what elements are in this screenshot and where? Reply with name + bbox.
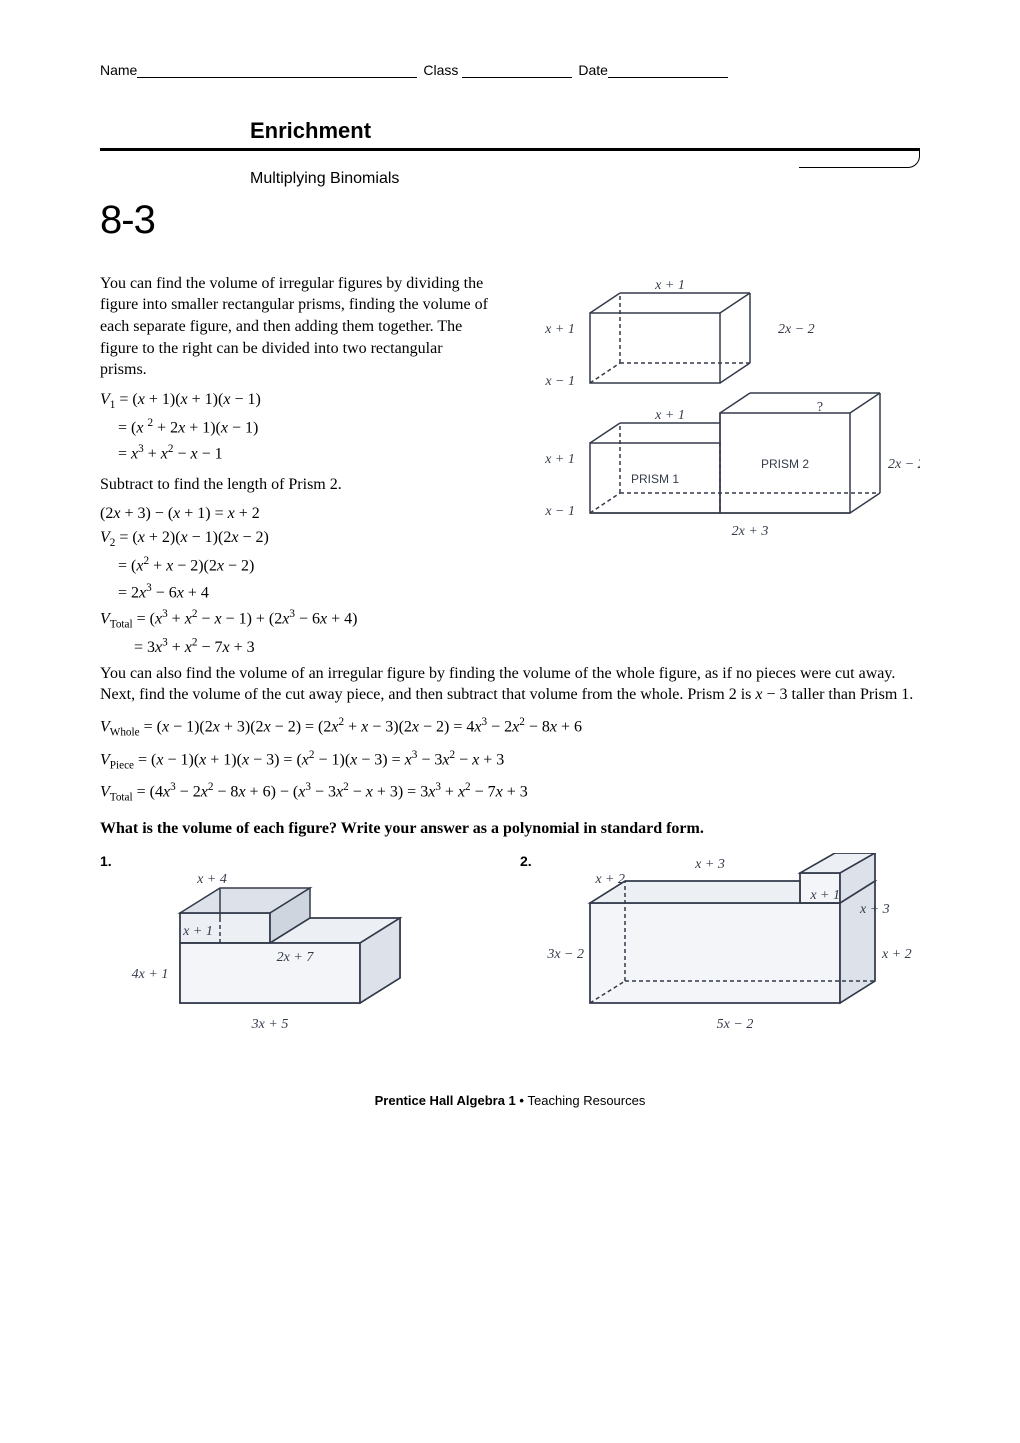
eq-s1: (2x + 3) − (x + 1) = x + 2 [100,505,490,523]
svg-text:PRISM 1: PRISM 1 [631,472,679,486]
title-divider [100,148,920,168]
class-label: Class [423,62,458,78]
svg-text:PRISM 2: PRISM 2 [761,457,809,471]
problem-1-number: 1. [100,853,112,1053]
date-field[interactable]: Date [578,60,728,78]
eq-total: VTotal = (4x3 − 2x2 − 8x + 6) − (x3 − 3x… [100,781,920,804]
svg-text:x − 1: x − 1 [544,504,575,519]
problems-row: 1. [100,853,920,1053]
svg-text:?: ? [817,400,823,415]
eq-v1-b: = (x 2 + 2x + 1)(x − 1) [100,417,490,437]
date-label: Date [578,62,608,78]
footer: Prentice Hall Algebra 1 • Teaching Resou… [100,1093,920,1108]
problem-2-number: 2. [520,853,532,1053]
svg-text:x + 2: x + 2 [594,872,625,887]
eq-v2-c: = 2x3 − 6x + 4 [100,582,490,602]
svg-text:2x + 7: 2x + 7 [276,950,314,965]
svg-text:3x + 5: 3x + 5 [250,1017,288,1032]
svg-text:2x − 2: 2x − 2 [888,457,920,472]
enrichment-title: Enrichment [250,118,920,144]
header-row: Name Class Date [100,60,920,78]
eq-v2-b: = (x2 + x − 2)(2x − 2) [100,555,490,575]
name-field[interactable]: Name [100,60,417,78]
eq-v1-c: = x3 + x2 − x − 1 [100,443,490,463]
svg-text:x + 1: x + 1 [654,408,685,423]
svg-text:3x − 2: 3x − 2 [546,947,584,962]
problem-1: 1. [100,853,500,1053]
svg-text:x − 1: x − 1 [544,374,575,389]
svg-text:x + 1: x + 1 [544,322,575,337]
svg-text:x + 1: x + 1 [654,278,685,293]
eq-piece: VPiece = (x − 1)(x + 1)(x − 3) = (x2 − 1… [100,749,920,772]
svg-text:x + 1: x + 1 [544,452,575,467]
intro-paragraph: You can find the volume of irregular fig… [100,273,490,381]
svg-text:2x − 2: 2x − 2 [778,322,815,337]
eq-vt-b: = 3x3 + x2 − 7x + 3 [100,637,490,657]
problem-1-diagram: x + 4 4x + 1 x + 1 2x + 7 3x + 5 [120,853,420,1053]
svg-text:x + 2: x + 2 [881,947,912,962]
svg-text:5x − 2: 5x − 2 [716,1017,753,1032]
eq-whole: VWhole = (x − 1)(2x + 3)(2x − 2) = (2x2 … [100,716,920,739]
problem-2: 2. [520,853,920,1053]
footer-rest: Teaching Resources [528,1093,646,1108]
svg-text:2x + 3: 2x + 3 [732,524,769,539]
svg-text:4x + 1: 4x + 1 [131,967,168,982]
svg-text:x + 4: x + 4 [196,872,227,887]
eq-v1-a: V1 = (x + 1)(x + 1)(x − 1) [100,391,490,411]
prompt: What is the volume of each figure? Write… [100,818,920,840]
subtract-text: Subtract to find the length of Prism 2. [100,474,490,496]
eq-vt-a: VTotal = (x3 + x2 − x − 1) + (2x3 − 6x +… [100,608,490,631]
svg-text:x + 3: x + 3 [859,902,890,917]
lesson-number: 8-3 [100,198,920,243]
svg-text:x + 1: x + 1 [182,924,213,939]
para2: You can also find the volume of an irreg… [100,663,920,706]
footer-bold: Prentice Hall Algebra 1 • [375,1093,528,1108]
subtitle: Multiplying Binomials [250,170,920,188]
main-two-column: You can find the volume of irregular fig… [100,273,920,663]
eq-v2-a: V2 = (x + 2)(x − 1)(2x − 2) [100,529,490,549]
svg-text:x + 1: x + 1 [809,888,840,903]
left-column: You can find the volume of irregular fig… [100,273,490,663]
svg-text:x + 3: x + 3 [694,857,725,872]
name-label: Name [100,62,137,78]
class-field[interactable]: Class [423,60,572,78]
right-column: x + 1 x + 1 x − 1 2x − 2 x + 1 ? x + 1 x… [520,273,920,663]
main-diagram: x + 1 x + 1 x − 1 2x − 2 x + 1 ? x + 1 x… [520,273,920,593]
problem-2-diagram: x + 3 x + 2 x + 1 x + 3 3x − 2 x + 2 5x … [540,853,920,1053]
